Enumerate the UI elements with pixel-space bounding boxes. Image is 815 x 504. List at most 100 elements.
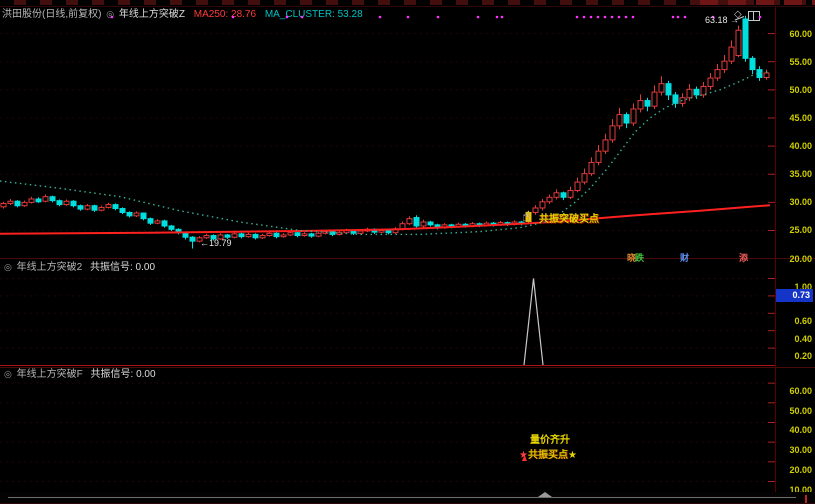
event-badge[interactable]: 跌 — [635, 253, 645, 263]
candle-body — [112, 204, 119, 210]
candle-body — [581, 173, 588, 183]
candle-body — [287, 232, 294, 236]
candle-body — [623, 114, 630, 124]
event-badge[interactable]: 添 — [739, 253, 749, 263]
stock-title[interactable]: 洪田股份(日线,前复权) — [2, 9, 102, 20]
peak-arrow-icon: → — [730, 15, 740, 25]
candle-body — [420, 221, 427, 227]
candle-body — [735, 29, 742, 57]
candle-body — [560, 192, 567, 198]
ma250-legend: MA250: 28.76 — [193, 9, 257, 20]
y-axis-tick: 60.00 — [789, 386, 812, 397]
candle-body — [203, 235, 210, 239]
breakout-buy-label: 共振突破买点 — [539, 214, 599, 225]
indicator-bullet-icon: ◎ — [4, 262, 12, 272]
secondary-signal-chart[interactable] — [0, 367, 776, 492]
event-badge[interactable]: 财 — [680, 253, 690, 263]
panel-divider[interactable] — [0, 367, 815, 368]
peak-price-label: 63.18 → — [705, 15, 740, 25]
candle-body — [532, 207, 539, 213]
candle-body — [252, 233, 259, 239]
bottom-panel-header: ◎ 年线上方突破F 共振信号: 0.00 — [2, 368, 156, 381]
status-bar — [0, 492, 815, 504]
signal-dot — [676, 15, 680, 19]
candle-body — [329, 231, 336, 235]
signal-dot — [575, 15, 579, 19]
y-axis-tick: 40.00 — [789, 141, 812, 152]
indicator-bullet-icon: ◎ — [106, 9, 115, 19]
candle-body — [588, 161, 595, 175]
ma-cluster-legend: MA_CLUSTER: 53.28 — [264, 9, 363, 20]
candle-body — [294, 232, 301, 237]
signal-dot — [406, 15, 410, 19]
candle-body — [147, 218, 154, 224]
candle-body — [140, 212, 147, 220]
candle-body — [105, 204, 112, 208]
candle-body — [658, 83, 665, 93]
candle-body — [763, 72, 770, 78]
candle-body — [56, 200, 63, 206]
candle-body — [630, 108, 637, 124]
main-indicator-name[interactable]: 年线上方突破Z — [118, 9, 185, 20]
candle-body — [644, 100, 651, 107]
signal-dot — [610, 15, 614, 19]
signal-dot — [711, 15, 715, 19]
y-axis-tick: 50.00 — [789, 84, 812, 95]
candle-body — [567, 190, 574, 198]
hand-cursor-icon: ☝ — [522, 208, 531, 224]
candle-body — [119, 208, 126, 213]
candle-body — [651, 91, 658, 107]
ma-line-ma250 — [0, 204, 771, 235]
candle-body — [413, 217, 420, 227]
candle-body — [161, 220, 168, 227]
ma-line-ma_cluster — [0, 70, 771, 236]
panel-collapse-caret[interactable] — [538, 492, 552, 497]
truncated-menu-bar-right[interactable] — [700, 0, 815, 5]
y-axis-tick: 50.00 — [789, 405, 812, 416]
mid-indicator-name[interactable]: 年线上方突破2 — [16, 262, 83, 273]
candle-body — [728, 46, 735, 62]
status-red-tick — [805, 495, 807, 503]
resonance-buy-label: ★共振买点★ — [519, 450, 577, 461]
event-badge[interactable]: 晓 — [627, 253, 637, 263]
candle-body — [273, 232, 280, 238]
y-axis-tick: 60.00 — [789, 28, 812, 39]
candle-body — [35, 198, 42, 203]
signal-dot — [582, 15, 586, 19]
main-candlestick-chart[interactable] — [0, 8, 776, 258]
bottom-indicator-name[interactable]: 年线上方突破F — [16, 369, 83, 380]
diamond-icon[interactable]: ◇ — [734, 9, 742, 20]
y-axis-tick: 0.40 — [794, 333, 812, 344]
y-axis-tick: 55.00 — [789, 56, 812, 67]
candle-body — [672, 94, 679, 104]
candle-body — [546, 196, 553, 203]
candle-body — [196, 237, 203, 242]
candle-body — [210, 235, 217, 240]
candle-body — [154, 220, 161, 224]
signal-dot — [500, 15, 504, 19]
candle-body — [238, 233, 245, 238]
candle-body — [665, 83, 672, 96]
signal-panel-chart[interactable] — [0, 258, 776, 367]
y-axis-tick: 40.00 — [789, 425, 812, 436]
candle-body — [259, 235, 266, 239]
candle-body — [7, 200, 14, 204]
signal-dot — [589, 15, 593, 19]
signal-dot — [495, 15, 499, 19]
y-axis-tick: 1.00 — [794, 281, 812, 292]
candle-body — [322, 231, 329, 234]
signal-dot — [624, 15, 628, 19]
panel-divider[interactable] — [0, 258, 815, 259]
signal-dot — [231, 15, 235, 19]
y-axis-tick: 35.00 — [789, 169, 812, 180]
truncated-menu-bar[interactable] — [0, 0, 815, 5]
candle-body — [315, 232, 322, 237]
signal-dot — [683, 15, 687, 19]
candle-body — [525, 211, 532, 222]
cursor-value-badge: 0.73 — [776, 289, 813, 302]
y-axis-tick: 20.00 — [789, 464, 812, 475]
signal-spike — [523, 278, 544, 366]
candle-body — [693, 88, 700, 96]
candle-body — [749, 57, 756, 71]
